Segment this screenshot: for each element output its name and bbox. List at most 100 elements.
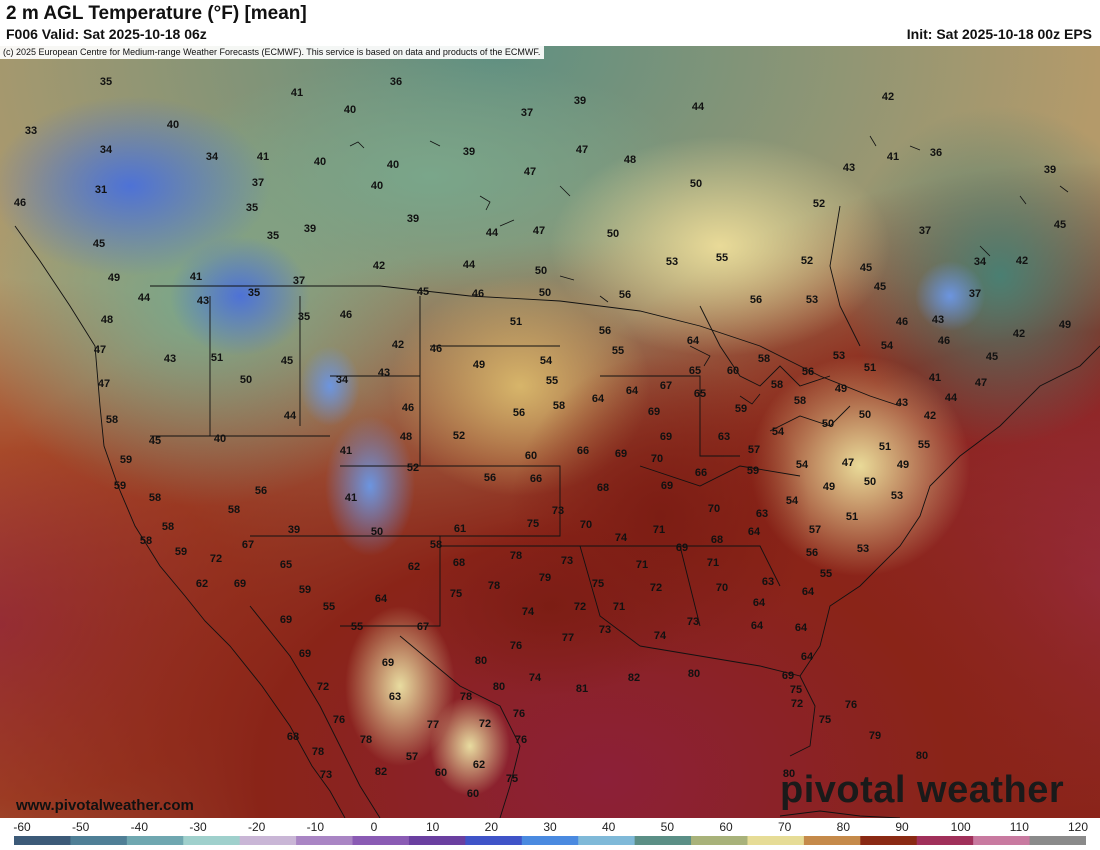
temperature-value: 37 xyxy=(520,107,534,119)
temperature-value: 52 xyxy=(812,198,826,210)
temperature-value: 56 xyxy=(805,547,819,559)
temperature-value: 40 xyxy=(213,433,227,445)
temperature-value: 34 xyxy=(205,151,219,163)
temperature-value: 71 xyxy=(652,524,666,536)
temperature-value: 39 xyxy=(303,223,317,235)
temperature-value: 69 xyxy=(675,542,689,554)
temperature-value: 45 xyxy=(985,351,999,363)
brand-logo: pivotal weather xyxy=(780,769,1065,811)
legend-tick-label: 90 xyxy=(895,820,909,834)
temperature-value: 72 xyxy=(478,718,492,730)
color-scale-legend: -60 -50 -40 -30 -20 -10 0 10 20 30 40 50 60 70 80 90 100… xyxy=(0,818,1100,850)
temperature-value: 51 xyxy=(509,316,523,328)
legend-tick-label: 100 xyxy=(950,820,971,834)
legend-tick-label: 80 xyxy=(836,820,851,834)
temperature-value: 57 xyxy=(747,444,761,456)
temperature-value: 77 xyxy=(561,632,575,644)
temperature-value: 45 xyxy=(873,281,887,293)
temperature-value: 74 xyxy=(653,630,667,642)
temperature-value: 53 xyxy=(856,543,870,555)
temperature-value: 76 xyxy=(509,640,523,652)
temperature-value: 63 xyxy=(388,691,402,703)
temperature-value: 78 xyxy=(459,691,473,703)
temperature-value: 56 xyxy=(598,325,612,337)
temperature-value: 41 xyxy=(290,87,304,99)
temperature-value: 43 xyxy=(895,397,909,409)
temperature-value: 40 xyxy=(370,180,384,192)
website-link[interactable]: www.pivotalweather.com xyxy=(16,797,194,814)
temperature-value: 64 xyxy=(800,651,814,663)
temperature-value: 60 xyxy=(524,450,538,462)
temperature-value: 76 xyxy=(512,708,526,720)
temperature-value: 72 xyxy=(649,582,663,594)
temperature-value: 58 xyxy=(148,492,162,504)
temperature-value: 67 xyxy=(241,539,255,551)
temperature-value: 69 xyxy=(660,480,674,492)
temperature-value: 64 xyxy=(801,586,815,598)
temperature-value: 44 xyxy=(485,227,499,239)
temperature-value: 73 xyxy=(598,624,612,636)
init-time: Init: Sat 2025-10-18 00z EPS xyxy=(906,26,1092,42)
temperature-value: 49 xyxy=(834,383,848,395)
temperature-value: 43 xyxy=(842,162,856,174)
temperature-value: 62 xyxy=(407,561,421,573)
temperature-value: 56 xyxy=(512,407,526,419)
temperature-value: 60 xyxy=(434,767,448,779)
legend-color-cell xyxy=(239,836,297,845)
legend-tick-label: 30 xyxy=(543,820,557,834)
temperature-value: 46 xyxy=(13,197,27,209)
temperature-value: 65 xyxy=(693,388,707,400)
temperature-value: 57 xyxy=(808,524,822,536)
temperature-value: 36 xyxy=(929,147,943,159)
temperature-value: 69 xyxy=(279,614,293,626)
temperature-map: 35 36 41 39 44 42 33 40 37 40 34 34 41 40 40 39 47 48 41 36… xyxy=(0,46,1100,818)
temperature-value: 47 xyxy=(575,144,589,156)
temperature-value: 49 xyxy=(822,481,836,493)
temperature-value: 36 xyxy=(389,76,403,88)
temperature-value: 56 xyxy=(254,485,268,497)
temperature-value: 68 xyxy=(596,482,610,494)
temperature-value: 53 xyxy=(805,294,819,306)
temperature-value: 46 xyxy=(895,316,909,328)
temperature-value: 59 xyxy=(174,546,188,558)
legend-tick-label: 40 xyxy=(601,820,616,834)
legend-tick-label: -20 xyxy=(247,820,266,834)
legend-tick-label: -30 xyxy=(189,820,207,834)
temperature-value: 57 xyxy=(405,751,419,763)
temperature-value: 41 xyxy=(886,151,900,163)
temperature-value: 52 xyxy=(452,430,466,442)
temperature-value: 76 xyxy=(514,734,528,746)
temperature-value: 70 xyxy=(707,503,721,515)
temperature-value: 48 xyxy=(100,314,114,326)
temperature-value: 45 xyxy=(859,262,873,274)
temperature-value: 58 xyxy=(757,353,771,365)
temperature-value: 69 xyxy=(781,670,795,682)
temperature-value: 64 xyxy=(591,393,605,405)
legend-color-cell xyxy=(747,836,805,845)
temperature-value: 42 xyxy=(1015,255,1029,267)
temperature-value: 49 xyxy=(472,359,486,371)
temperature-value: 65 xyxy=(279,559,293,571)
temperature-value: 74 xyxy=(528,672,542,684)
legend-color-cell xyxy=(296,836,354,845)
temperature-value: 39 xyxy=(1043,164,1057,176)
temperature-value: 37 xyxy=(292,275,306,287)
temperature-value: 82 xyxy=(374,766,388,778)
temperature-value: 69 xyxy=(647,406,661,418)
temperature-value: 58 xyxy=(139,535,153,547)
temperature-value: 52 xyxy=(406,462,420,474)
temperature-value: 66 xyxy=(694,467,708,479)
legend-color-cell xyxy=(70,836,128,845)
temperature-value: 46 xyxy=(429,343,443,355)
temperature-value: 58 xyxy=(161,521,175,533)
temperature-value: 64 xyxy=(625,385,639,397)
temperature-value: 48 xyxy=(399,431,413,443)
temperature-value: 42 xyxy=(923,410,937,422)
temperature-value: 42 xyxy=(1012,328,1026,340)
temperature-value: 68 xyxy=(452,557,466,569)
temperature-value: 39 xyxy=(287,524,301,536)
temperature-value: 45 xyxy=(416,286,430,298)
temperature-value: 39 xyxy=(573,95,587,107)
temperature-value: 73 xyxy=(560,555,574,567)
temperature-value: 81 xyxy=(575,683,589,695)
